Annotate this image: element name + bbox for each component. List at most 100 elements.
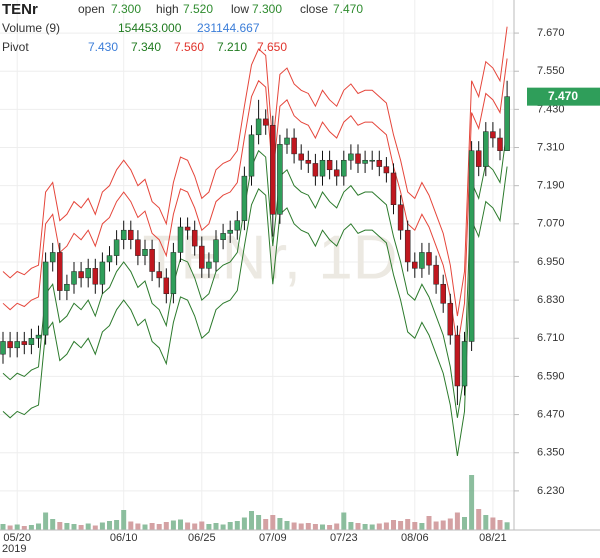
candle-body xyxy=(376,159,383,167)
candle-body xyxy=(191,229,198,247)
last-price-label: 7.470 xyxy=(548,89,578,103)
candle-body xyxy=(156,271,162,279)
x-tick-label: 06/25 xyxy=(188,532,216,544)
x-tick-label: 08/06 xyxy=(401,532,429,544)
volume-bar xyxy=(320,524,325,530)
volume-bar xyxy=(348,522,354,530)
volume-bar xyxy=(277,518,283,530)
y-tick-label: 7.310 xyxy=(537,141,565,153)
candle-body xyxy=(355,153,361,164)
candle-body xyxy=(163,277,170,295)
candle-body xyxy=(475,150,482,167)
y-tick-label: 6.470 xyxy=(537,408,565,420)
volume-bar xyxy=(227,522,233,530)
volume-bar xyxy=(64,523,70,530)
year-label: 2019 xyxy=(2,543,26,555)
y-tick-label: 6.230 xyxy=(537,485,565,497)
candle-body xyxy=(412,261,418,269)
volume-bar xyxy=(142,524,148,530)
volume-bar xyxy=(36,523,41,530)
ohlc-value: 7.300 xyxy=(111,2,141,16)
candle-body xyxy=(220,233,226,240)
volume-bar xyxy=(391,520,396,530)
candle-body xyxy=(404,229,411,263)
plot-area xyxy=(0,26,510,530)
candle-body xyxy=(319,159,326,177)
volume-bar xyxy=(440,520,446,530)
volume-bar xyxy=(476,509,482,530)
symbol: TENr xyxy=(2,1,38,18)
candle-body xyxy=(468,150,475,342)
candle-body xyxy=(99,261,106,285)
candle-body xyxy=(483,131,489,167)
candle-body xyxy=(490,131,496,139)
volume-bar xyxy=(28,525,34,530)
candle-body xyxy=(184,226,191,231)
candle-body xyxy=(199,245,205,269)
candle-body xyxy=(170,252,177,295)
candle-body xyxy=(333,169,340,177)
pivot-value: 7.430 xyxy=(88,40,118,54)
y-tick-label: 6.350 xyxy=(537,447,565,459)
candle-body xyxy=(78,271,84,279)
x-tick-label: 07/23 xyxy=(330,532,358,544)
candle-body xyxy=(64,283,70,291)
ohlc-value: 7.300 xyxy=(252,2,282,16)
x-tick-label: 07/09 xyxy=(259,532,287,544)
volume-bar xyxy=(14,524,20,530)
ohlc-label: close xyxy=(300,2,328,16)
volume-bar xyxy=(128,521,134,530)
y-tick-label: 7.430 xyxy=(537,103,565,115)
volume-bar xyxy=(185,522,191,530)
candle-body xyxy=(284,137,290,145)
candle-body xyxy=(0,341,6,355)
volume-bar xyxy=(263,519,269,530)
candle-body xyxy=(92,268,99,285)
volume-bar xyxy=(78,525,84,530)
candle-body xyxy=(71,271,77,285)
volume-bar xyxy=(334,523,340,530)
volume-bar xyxy=(170,520,176,530)
volume-bar xyxy=(398,521,404,530)
volume-bar xyxy=(241,517,247,530)
pivot-value: 7.340 xyxy=(131,40,161,54)
volume-bar xyxy=(121,510,127,530)
volume-bar xyxy=(92,525,98,530)
volume-bar xyxy=(57,522,63,530)
volume-bar xyxy=(362,524,368,530)
volume-label: Volume (9) xyxy=(2,21,60,35)
volume-bar xyxy=(199,521,205,530)
volume-bar xyxy=(490,517,496,530)
y-tick-label: 6.710 xyxy=(537,332,565,344)
volume-bar xyxy=(156,524,162,530)
pivot-line xyxy=(2,128,508,418)
volume-bar xyxy=(99,522,105,530)
candle-body xyxy=(206,261,212,269)
watermark: TENr, 1D xyxy=(143,223,398,292)
volume-bar xyxy=(284,521,290,530)
volume-bar xyxy=(469,475,475,530)
candle-body xyxy=(213,239,219,263)
ohlc-value: 7.520 xyxy=(183,2,213,16)
candle-body xyxy=(28,338,35,345)
volume-bar xyxy=(0,524,6,530)
volume-bar xyxy=(192,523,198,530)
volume-bar xyxy=(454,512,460,530)
y-tick-label: 6.590 xyxy=(537,370,565,382)
candle-body xyxy=(291,137,297,155)
volume-ma-value: 231144.667 xyxy=(197,21,260,35)
x-tick-label: 06/10 xyxy=(110,532,138,544)
candle-body xyxy=(454,334,461,387)
candle-body xyxy=(461,341,468,387)
candle-body xyxy=(419,252,425,269)
volume-bar xyxy=(426,516,432,530)
candle-body xyxy=(447,303,454,336)
volume-bar xyxy=(298,523,304,530)
volume-bar xyxy=(50,519,56,530)
candle-body xyxy=(397,204,404,231)
y-tick-label: 7.190 xyxy=(537,180,565,192)
candle-body xyxy=(341,159,347,177)
volume-bar xyxy=(149,523,155,530)
pivot-line xyxy=(2,58,508,348)
candle-body xyxy=(426,252,432,266)
